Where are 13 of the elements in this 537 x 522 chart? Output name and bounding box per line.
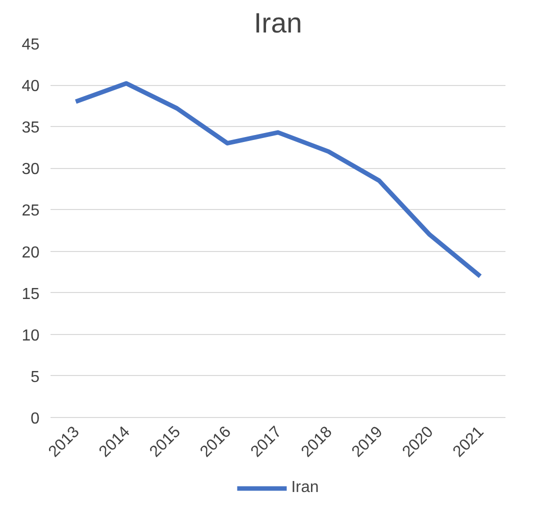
line-series	[74, 81, 482, 278]
y-tick-label: 20	[22, 244, 40, 262]
y-tick-label: 35	[22, 120, 40, 137]
legend-label: Iran	[291, 478, 319, 496]
chart-title: Iran	[254, 8, 302, 38]
y-tick-label: 15	[22, 286, 40, 303]
y-tick-label: 45	[22, 36, 40, 54]
y-tick-label: 40	[22, 78, 40, 96]
y-tick-label: 30	[22, 161, 40, 178]
y-tick-label: 5	[30, 368, 40, 386]
y-tick-label: 25	[22, 202, 40, 220]
y-tick-label: 0	[30, 410, 40, 428]
y-tick-label: 10	[22, 327, 40, 344]
